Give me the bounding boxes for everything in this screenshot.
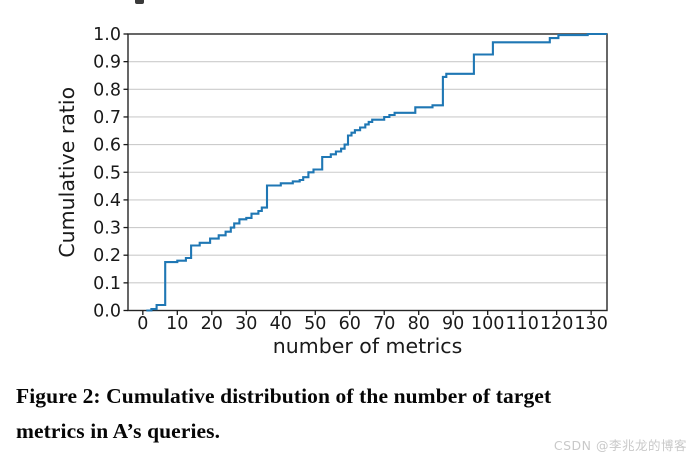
y-tick-label: 0.3 — [93, 219, 121, 239]
x-tick-label: 50 — [304, 314, 326, 334]
x-tick-label: 130 — [574, 314, 607, 334]
figure-caption-line1: Figure 2: Cumulative distribution of the… — [16, 384, 552, 408]
cropped-text-fragment — [135, 0, 144, 4]
x-tick-label: 0 — [137, 314, 148, 334]
y-tick-label: 0.9 — [93, 53, 121, 73]
y-tick-label: 0.1 — [93, 274, 121, 294]
y-tick-label: 0.6 — [93, 136, 121, 156]
x-tick-label: 60 — [339, 314, 361, 334]
x-tick-label: 30 — [235, 314, 257, 334]
cdf-line — [146, 32, 607, 312]
y-tick-label: 0.4 — [93, 191, 121, 211]
x-tick-label: 100 — [471, 314, 504, 334]
x-tick-label: 70 — [373, 314, 395, 334]
x-axis-title: number of metrics — [273, 334, 463, 358]
y-axis-title: Cumulative ratio — [55, 87, 79, 258]
x-tick-label: 90 — [442, 314, 464, 334]
y-tick-label: 1.0 — [93, 25, 121, 45]
x-tick-label: 110 — [505, 314, 538, 334]
x-tick-label: 120 — [540, 314, 573, 334]
y-tick-label: 0.5 — [93, 163, 121, 183]
figure-caption-line2: metrics in A’s queries. — [16, 419, 221, 443]
x-tick-label: 40 — [270, 314, 292, 334]
y-tick-label: 0.8 — [93, 80, 121, 100]
x-tick-label: 10 — [166, 314, 188, 334]
figure-caption: Figure 2: Cumulative distribution of the… — [16, 379, 684, 449]
y-tick-label: 0.2 — [93, 246, 121, 266]
y-tick-label: 0.7 — [93, 108, 121, 128]
watermark: CSDN @李兆龙的博客 — [553, 438, 687, 453]
x-tick-label: 80 — [408, 314, 430, 334]
y-tick-label: 0.0 — [93, 302, 121, 322]
x-tick-label: 20 — [201, 314, 223, 334]
cdf-step-chart: 0 10 20 30 40 50 60 70 80 90 100 110 120 130 0.0 0.1 0.2… — [55, 25, 608, 358]
